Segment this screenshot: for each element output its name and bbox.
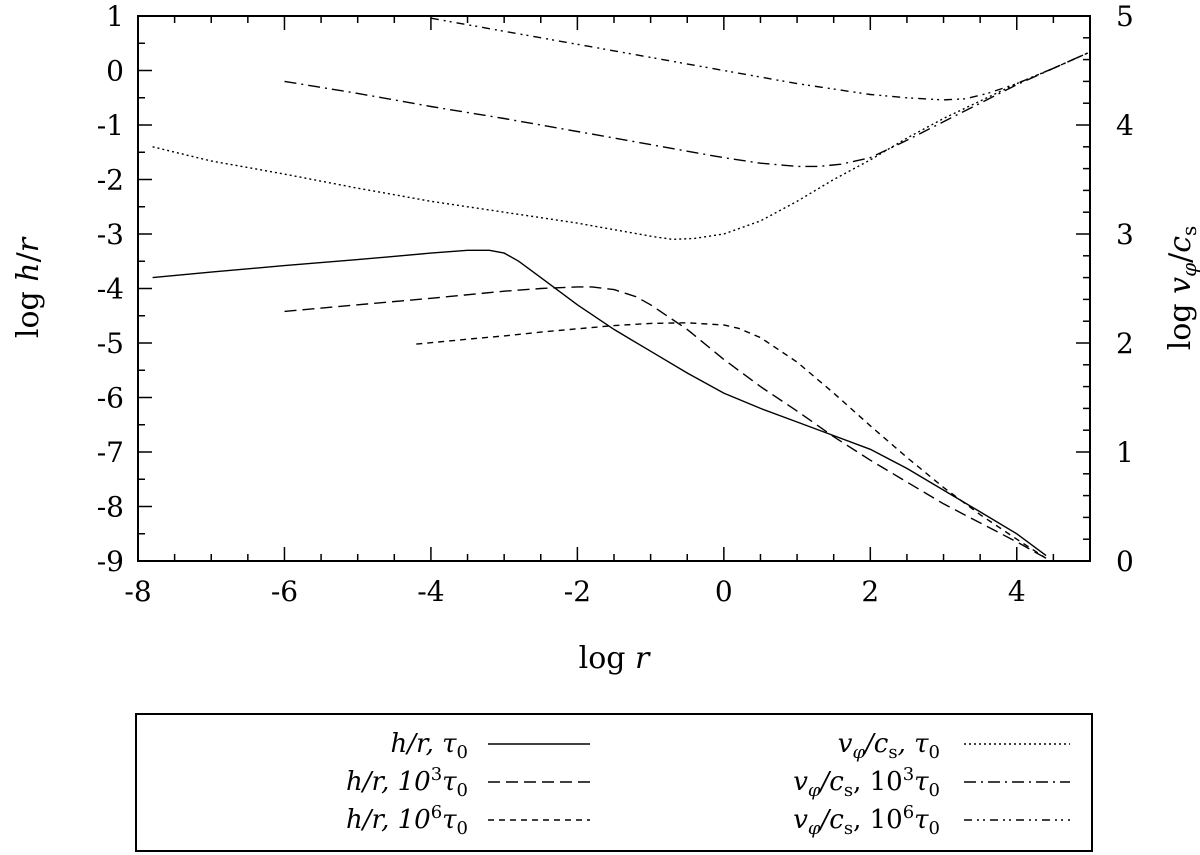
- legend-label-4: vφ/cs, τ0: [838, 729, 940, 763]
- y-axis-title: log h/r: [11, 236, 46, 338]
- axis-ticks: [137, 15, 1091, 562]
- y-tick-label: -2: [97, 164, 124, 197]
- series-line-5: [284, 51, 1091, 168]
- x-tick-label: -4: [417, 575, 444, 608]
- series-line-1: [152, 249, 1047, 557]
- y2-axis-title: log vφ/cs: [1163, 226, 1200, 351]
- series-line-2: [284, 286, 1047, 559]
- y-tick-label: -7: [97, 436, 124, 469]
- y-tick-label: -4: [97, 273, 124, 306]
- y2-tick-label: 0: [1116, 545, 1134, 578]
- x-tick-label: -8: [124, 575, 151, 608]
- legend-label-1: h/r, τ0: [391, 729, 468, 763]
- legend-label-6: vφ/cs, 106τ0: [793, 802, 940, 839]
- x-axis-title: log r: [579, 641, 651, 676]
- y-tick-label: -3: [97, 218, 124, 251]
- x-tick-label: 2: [861, 575, 879, 608]
- y-tick-label: -9: [97, 545, 124, 578]
- series-line-6: [430, 17, 1091, 101]
- x-tick-label: 0: [715, 575, 733, 608]
- y-tick-label: 0: [106, 55, 124, 88]
- legend-label-5: vφ/cs, 103τ0: [793, 764, 940, 801]
- y-tick-label: 1: [106, 0, 124, 33]
- y-tick-label: -8: [97, 491, 124, 524]
- y2-tick-label: 1: [1116, 436, 1134, 469]
- y-tick-label: -5: [97, 327, 124, 360]
- y2-tick-label: 4: [1116, 109, 1134, 142]
- series-lines: [152, 17, 1091, 559]
- x-tick-label: -6: [271, 575, 298, 608]
- plot-frame: [137, 15, 1091, 562]
- legend-box: [135, 713, 1093, 852]
- legend-label-2: h/r, 103τ0: [346, 764, 468, 801]
- series-line-4: [152, 51, 1091, 241]
- y2-tick-label: 3: [1116, 218, 1134, 251]
- y-tick-label: -6: [97, 382, 124, 415]
- x-tick-label: 4: [1008, 575, 1026, 608]
- legend-label-3: h/r, 106τ0: [346, 802, 468, 839]
- y-tick-label: -1: [97, 109, 124, 142]
- y2-tick-label: 5: [1116, 0, 1134, 33]
- series-line-3: [416, 322, 1047, 559]
- y2-tick-label: 2: [1116, 327, 1134, 360]
- x-tick-label: -2: [564, 575, 591, 608]
